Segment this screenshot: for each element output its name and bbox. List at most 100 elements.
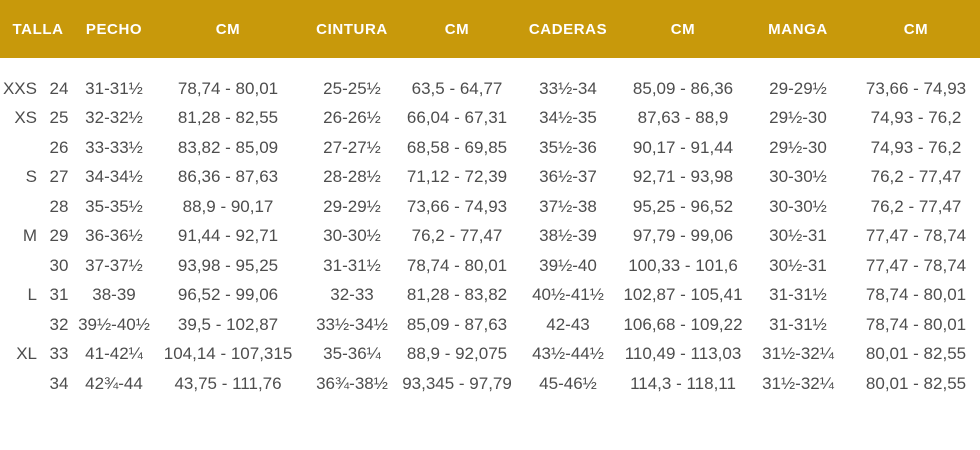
hips-cm-cell: 110,49 - 113,03 <box>624 344 742 364</box>
table-body: XXS 24 31-31½ 78,74 - 80,01 25-25½ 63,5 … <box>0 58 980 399</box>
size-letter-cell <box>0 251 42 281</box>
waist-inches-cell: 35-36¼ <box>323 344 381 364</box>
sleeve-inches-cell: 30-30½ <box>769 196 827 216</box>
chest-inches-cell: 42¾-44 <box>85 373 143 393</box>
hips-inches-cell: 37½-38 <box>539 196 597 216</box>
size-number-cell: 28 <box>49 196 69 216</box>
chest-cm-cell: 88,9 - 90,17 <box>182 196 274 216</box>
sleeve-inches-cell: 31-31½ <box>769 314 827 334</box>
waist-cm-cell: 73,66 - 74,93 <box>406 196 508 216</box>
size-number-cell: 27 <box>49 167 69 187</box>
chest-inches-cell: 37-37½ <box>85 255 143 275</box>
hips-inches-cell: 43½-44½ <box>532 344 604 364</box>
header-manga: MANGA <box>744 0 853 58</box>
sleeve-cm-cell: 80,01 - 82,55 <box>865 344 967 364</box>
table-row: 32 39½-40½ 39,5 - 102,87 33½-34½ 85,09 -… <box>0 310 980 340</box>
waist-cm-cell: 81,28 - 83,82 <box>406 285 508 305</box>
hips-cm-cell: 90,17 - 91,44 <box>632 137 734 157</box>
hips-inches-cell: 38½-39 <box>539 226 597 246</box>
size-letter-cell: L <box>27 285 37 305</box>
sleeve-cm-cell: 74,93 - 76,2 <box>870 137 962 157</box>
hips-cm-cell: 85,09 - 86,36 <box>632 78 734 98</box>
chest-cm-cell: 43,75 - 111,76 <box>174 373 282 393</box>
sleeve-inches-cell: 30½-31 <box>769 226 827 246</box>
size-letter-cell <box>0 133 42 163</box>
sleeve-cm-cell: 78,74 - 80,01 <box>865 314 967 334</box>
waist-cm-cell: 93,345 - 97,79 <box>402 373 512 393</box>
table-row: 34 42¾-44 43,75 - 111,76 36¾-38½ 93,345 … <box>0 369 980 399</box>
header-caderas: CADERAS <box>514 0 623 58</box>
hips-cm-cell: 97,79 - 99,06 <box>632 226 734 246</box>
waist-inches-cell: 27-27½ <box>323 137 381 157</box>
sleeve-cm-cell: 76,2 - 77,47 <box>870 167 962 187</box>
header-manga-cm: CM <box>852 0 980 58</box>
hips-cm-cell: 106,68 - 109,22 <box>623 314 743 334</box>
size-number-cell: 31 <box>49 285 69 305</box>
size-number-cell: 26 <box>49 137 69 157</box>
sleeve-inches-cell: 30-30½ <box>769 167 827 187</box>
waist-inches-cell: 30-30½ <box>323 226 381 246</box>
sleeve-cm-cell: 73,66 - 74,93 <box>865 78 967 98</box>
waist-cm-cell: 88,9 - 92,075 <box>406 344 508 364</box>
waist-cm-cell: 85,09 - 87,63 <box>406 314 508 334</box>
chest-inches-cell: 41-42¼ <box>85 344 143 364</box>
waist-inches-cell: 25-25½ <box>323 78 381 98</box>
sleeve-cm-cell: 74,93 - 76,2 <box>870 108 962 128</box>
chest-inches-cell: 36-36½ <box>85 226 143 246</box>
size-number-cell: 34 <box>49 373 69 393</box>
waist-inches-cell: 26-26½ <box>323 108 381 128</box>
size-letter-cell: S <box>25 167 37 187</box>
waist-cm-cell: 63,5 - 64,77 <box>411 78 503 98</box>
size-chart-table: TALLA PECHO CM CINTURA CM CADERAS CM MAN… <box>0 0 980 399</box>
header-cintura-cm: CM <box>400 0 515 58</box>
size-number-cell: 32 <box>49 314 69 334</box>
chest-cm-cell: 78,74 - 80,01 <box>177 78 279 98</box>
size-letter-cell <box>0 369 42 399</box>
hips-cm-cell: 102,87 - 105,41 <box>623 285 743 305</box>
chest-inches-cell: 34-34½ <box>85 167 143 187</box>
size-number-cell: 30 <box>49 255 69 275</box>
size-number-cell: 25 <box>49 108 69 128</box>
size-number-cell: 33 <box>49 344 69 364</box>
table-row: XL 33 41-42¼ 104,14 - 107,315 35-36¼ 88,… <box>0 340 980 370</box>
table-row: L 31 38-39 96,52 - 99,06 32-33 81,28 - 8… <box>0 281 980 311</box>
hips-inches-cell: 39½-40 <box>539 255 597 275</box>
size-number-cell: 29 <box>49 226 69 246</box>
sleeve-inches-cell: 29-29½ <box>769 78 827 98</box>
hips-cm-cell: 92,71 - 93,98 <box>632 167 734 187</box>
table-row: 26 33-33½ 83,82 - 85,09 27-27½ 68,58 - 6… <box>0 133 980 163</box>
waist-cm-cell: 68,58 - 69,85 <box>406 137 508 157</box>
table-row: M 29 36-36½ 91,44 - 92,71 30-30½ 76,2 - … <box>0 222 980 252</box>
chest-inches-cell: 39½-40½ <box>78 314 150 334</box>
size-letter-cell <box>0 310 42 340</box>
table-row: 28 35-35½ 88,9 - 90,17 29-29½ 73,66 - 74… <box>0 192 980 222</box>
sleeve-cm-cell: 77,47 - 78,74 <box>865 226 967 246</box>
hips-inches-cell: 33½-34 <box>539 78 597 98</box>
sleeve-cm-cell: 80,01 - 82,55 <box>865 373 967 393</box>
waist-inches-cell: 29-29½ <box>323 196 381 216</box>
waist-inches-cell: 33½-34½ <box>316 314 388 334</box>
hips-inches-cell: 40½-41½ <box>532 285 604 305</box>
size-letter-cell: XXS <box>2 78 37 98</box>
chest-inches-cell: 35-35½ <box>85 196 143 216</box>
size-letter-cell: XL <box>16 344 37 364</box>
size-letter-cell <box>0 192 42 222</box>
sleeve-cm-cell: 78,74 - 80,01 <box>865 285 967 305</box>
sleeve-inches-cell: 30½-31 <box>769 255 827 275</box>
sleeve-inches-cell: 31½-32¼ <box>762 373 834 393</box>
chest-cm-cell: 81,28 - 82,55 <box>177 108 279 128</box>
chest-inches-cell: 31-31½ <box>85 78 143 98</box>
table-row: XS 25 32-32½ 81,28 - 82,55 26-26½ 66,04 … <box>0 104 980 134</box>
sleeve-inches-cell: 29½-30 <box>769 137 827 157</box>
hips-cm-cell: 87,63 - 88,9 <box>637 108 729 128</box>
chest-inches-cell: 38-39 <box>92 285 136 305</box>
waist-inches-cell: 32-33 <box>330 285 374 305</box>
waist-cm-cell: 76,2 - 77,47 <box>411 226 503 246</box>
size-letter-cell: XS <box>14 108 37 128</box>
hips-cm-cell: 114,3 - 118,11 <box>630 373 736 393</box>
hips-cm-cell: 100,33 - 101,6 <box>628 255 738 275</box>
waist-inches-cell: 28-28½ <box>323 167 381 187</box>
waist-inches-cell: 31-31½ <box>323 255 381 275</box>
hips-inches-cell: 34½-35 <box>539 108 597 128</box>
chest-inches-cell: 32-32½ <box>85 108 143 128</box>
